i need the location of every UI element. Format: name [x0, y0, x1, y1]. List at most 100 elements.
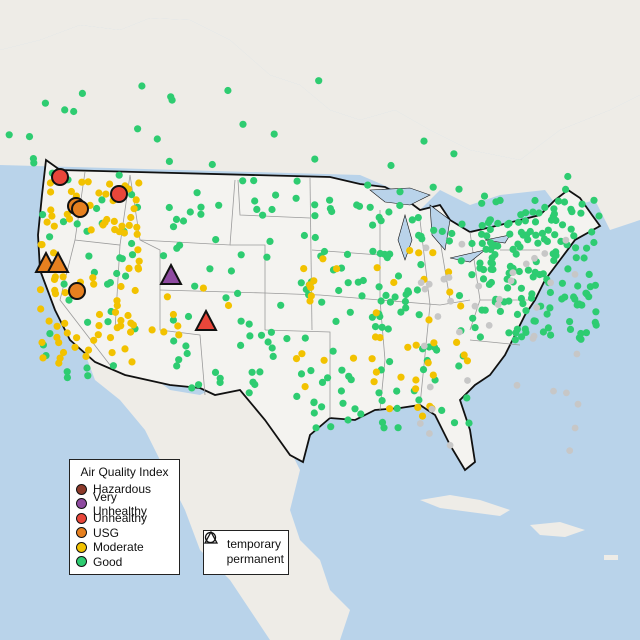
- moderate-station-marker: [36, 286, 45, 294]
- good-station-marker: [494, 219, 502, 227]
- good-station-marker: [402, 304, 410, 312]
- good-station-marker: [104, 280, 112, 288]
- moderate-station-marker: [95, 310, 104, 319]
- good-station-marker: [197, 210, 205, 218]
- good-station-marker: [268, 344, 276, 352]
- usg-swatch-icon: [76, 527, 87, 539]
- good-station-marker: [326, 196, 334, 204]
- good-station-marker: [268, 205, 276, 214]
- good-station-marker: [128, 239, 136, 248]
- unhealthy-swatch-icon: [76, 512, 87, 524]
- good-station-marker: [63, 368, 71, 376]
- unreported-station-marker: [456, 328, 463, 336]
- legend-item-permanent: permanent: [204, 531, 284, 567]
- legend-item-good: Good: [76, 555, 173, 570]
- good-station-marker: [263, 253, 271, 261]
- moderate-station-marker: [148, 326, 156, 334]
- moderate-station-marker: [135, 257, 143, 265]
- moderate-station-marker: [43, 218, 51, 226]
- unreported-station-marker: [530, 332, 538, 340]
- good-station-marker: [588, 228, 596, 236]
- moderate-station-marker: [125, 264, 133, 272]
- good-station-marker: [479, 266, 488, 274]
- good-station-marker: [73, 220, 81, 228]
- good-station-marker: [415, 311, 423, 319]
- good-station-marker: [266, 237, 274, 245]
- good-station-marker: [257, 331, 266, 339]
- good-station-marker: [404, 287, 412, 295]
- moderate-station-marker: [310, 277, 318, 285]
- moderate-station-marker: [101, 218, 109, 226]
- good-station-marker: [246, 332, 254, 340]
- moderate-station-marker: [102, 190, 110, 198]
- good-station-marker: [382, 291, 390, 299]
- good-station-marker: [212, 236, 220, 244]
- very-unhealthy-swatch-icon: [76, 498, 87, 510]
- moderate-station-marker: [110, 217, 118, 225]
- good-station-marker: [438, 227, 446, 235]
- good-station-marker: [169, 316, 177, 324]
- good-station-marker: [505, 297, 513, 305]
- good-station-marker: [343, 250, 352, 258]
- moderate-station-marker: [132, 196, 140, 204]
- moderate-station-marker: [404, 343, 412, 351]
- good-station-marker: [41, 99, 50, 107]
- moderate-station-marker: [113, 302, 121, 310]
- aqi-legend-title: Air Quality Index: [80, 465, 169, 479]
- moderate-station-marker: [129, 321, 137, 329]
- good-station-marker: [83, 364, 91, 372]
- good-station-marker: [371, 323, 380, 331]
- good-station-marker: [544, 226, 552, 234]
- unreported-stations: [416, 236, 582, 454]
- unhealthy-temporary-marker: [110, 185, 128, 203]
- good-station-marker: [251, 197, 259, 205]
- moderate-station-marker: [124, 311, 132, 320]
- good-station-marker: [418, 235, 426, 243]
- good-station-marker: [505, 219, 513, 227]
- good-station-marker: [61, 106, 69, 114]
- good-station-marker: [172, 215, 181, 223]
- good-station-marker: [476, 333, 484, 341]
- moderate-station-marker: [50, 249, 58, 257]
- good-station-marker: [582, 289, 590, 297]
- moderate-station-marker: [445, 268, 453, 276]
- unreported-station-marker: [531, 254, 538, 262]
- triangle-icon: [204, 531, 222, 565]
- moderate-station-marker: [38, 241, 46, 249]
- good-station-marker: [39, 211, 47, 219]
- good-station-marker: [378, 418, 387, 426]
- good-station-marker: [415, 396, 423, 404]
- good-station-marker: [524, 266, 533, 274]
- unreported-station-marker: [507, 277, 515, 285]
- moderate-station-marker: [163, 293, 171, 301]
- good-station-marker: [519, 231, 527, 239]
- unreported-station-marker: [445, 274, 453, 281]
- moderate-station-marker: [429, 371, 437, 379]
- moderate-station-marker: [373, 264, 381, 272]
- moderate-station-marker: [386, 405, 394, 413]
- good-station-marker: [455, 362, 463, 370]
- moderate-station-marker: [133, 230, 141, 238]
- moderate-station-marker: [117, 316, 125, 325]
- moderate-station-marker: [424, 359, 432, 367]
- moderate-station-marker: [199, 284, 207, 292]
- good-station-marker: [369, 247, 377, 255]
- good-station-marker: [227, 267, 235, 275]
- moderate-station-marker: [292, 355, 301, 363]
- unreported-station-marker: [574, 400, 582, 408]
- moderate-station-marker: [128, 358, 136, 366]
- moderate-station-marker: [38, 338, 46, 347]
- legend-item-hazardous: Hazardous: [76, 482, 173, 497]
- good-station-marker: [590, 238, 598, 247]
- good-station-marker: [595, 212, 603, 220]
- good-station-marker: [496, 307, 504, 315]
- good-station-marker: [311, 155, 319, 163]
- good-station-marker: [531, 218, 540, 226]
- good-station-marker: [216, 378, 224, 387]
- moderate-station-marker: [59, 348, 68, 357]
- moderate-station-marker: [418, 412, 427, 420]
- moderate-station-marker: [415, 249, 423, 257]
- good-station-marker: [430, 226, 438, 234]
- moderate-station-marker: [319, 255, 327, 263]
